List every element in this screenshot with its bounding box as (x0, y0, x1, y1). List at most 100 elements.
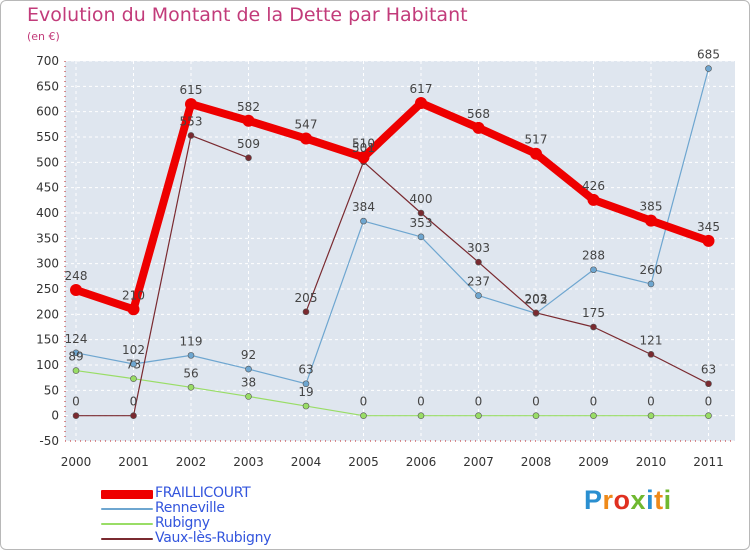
x-tick-label: 2011 (693, 455, 724, 469)
data-point (590, 266, 597, 274)
legend: FRAILLICOURT Renneville Rubigny Vaux-lès… (101, 485, 361, 546)
x-tick-label: 2007 (463, 455, 494, 469)
legend-swatch (101, 538, 153, 540)
data-point (417, 233, 425, 241)
data-label: 102 (122, 343, 145, 357)
legend-item-rubigny: Rubigny (101, 515, 361, 531)
data-label: 568 (467, 107, 490, 121)
data-point (302, 402, 310, 410)
series-line-vaux-l-s-rubigny (132, 134, 192, 417)
data-point (245, 393, 252, 400)
data-point (72, 412, 80, 419)
y-tick-label: -50 (39, 434, 59, 448)
y-tick-label: 100 (36, 358, 59, 372)
data-label: 617 (410, 82, 433, 96)
series-line-fraillicourt (302, 134, 368, 162)
data-point (475, 412, 482, 419)
data-label: 248 (65, 269, 88, 283)
data-label: 56 (183, 366, 198, 380)
series-line-fraillicourt (359, 99, 425, 162)
data-label: 38 (241, 375, 256, 389)
data-point (530, 147, 542, 160)
x-tick-label: 2004 (291, 455, 322, 469)
data-point (302, 308, 310, 316)
x-tick-label: 2010 (636, 455, 667, 469)
series-line-fraillicourt (532, 149, 598, 204)
logo-letter: P (584, 485, 603, 515)
data-label: 288 (582, 249, 605, 263)
legend-label: FRAILLICOURT (155, 485, 251, 501)
data-label: 19 (298, 385, 313, 399)
data-label: 0 (417, 395, 425, 409)
data-point (130, 360, 137, 368)
data-label: 0 (360, 395, 368, 409)
series-line-renneville (132, 354, 192, 365)
data-point (300, 132, 312, 145)
series-line-renneville (477, 294, 537, 314)
series-line-vaux-l-s-rubigny (190, 134, 250, 159)
data-point (302, 380, 310, 388)
data-label: 121 (640, 333, 663, 347)
data-point (590, 412, 597, 419)
data-label: 260 (640, 263, 663, 277)
y-tick-label: 500 (36, 155, 59, 169)
data-label: 0 (647, 395, 655, 409)
data-point (245, 365, 252, 373)
data-point (645, 214, 657, 227)
data-point (475, 292, 482, 299)
data-point (360, 412, 367, 419)
data-point (130, 412, 137, 419)
series-line-rubigny (305, 405, 365, 417)
x-tick-label: 2008 (521, 455, 552, 469)
data-label: 426 (582, 179, 605, 193)
data-point (187, 383, 195, 391)
data-label: 509 (237, 137, 260, 151)
data-point (187, 352, 195, 359)
data-label: 353 (410, 216, 433, 230)
data-point (72, 349, 80, 357)
y-tick-label: 700 (36, 54, 59, 68)
data-label: 384 (352, 200, 375, 214)
chart-unit-label: (en €) (27, 30, 60, 43)
data-point (532, 309, 540, 317)
x-tick-label: 2003 (233, 455, 264, 469)
logo-letter: x (630, 485, 647, 515)
data-point (127, 303, 140, 316)
data-point (357, 151, 370, 164)
legend-item-vaux-les-rubigny: Vaux-lès-Rubigny (101, 530, 361, 546)
data-point (702, 234, 715, 247)
legend-swatch (101, 508, 153, 510)
data-label: 210 (122, 288, 145, 302)
data-label: 175 (582, 306, 605, 320)
series-line-rubigny (247, 395, 307, 407)
series-line-renneville (190, 354, 250, 370)
data-point (647, 351, 655, 358)
series-line-fraillicourt (474, 123, 540, 158)
y-tick-label: 650 (36, 79, 59, 93)
data-label: 547 (295, 118, 318, 132)
x-tick-label: 2006 (406, 455, 437, 469)
data-point (185, 98, 197, 111)
y-tick-label: 550 (36, 130, 59, 144)
series-line-renneville (305, 220, 365, 385)
series-line-vaux-l-s-rubigny (477, 261, 537, 314)
data-label: 553 (180, 114, 203, 128)
y-tick-label: 400 (36, 206, 59, 220)
y-tick-label: 50 (44, 383, 59, 397)
data-label: 237 (467, 275, 490, 289)
series-line-vaux-l-s-rubigny (362, 161, 422, 214)
data-label: 517 (525, 133, 548, 147)
data-label: 0 (475, 395, 483, 409)
series-line-fraillicourt (72, 286, 138, 314)
data-point (415, 97, 427, 110)
data-point (130, 375, 137, 382)
series-line-renneville (75, 352, 135, 365)
data-label: 203 (525, 292, 548, 306)
data-label: 303 (467, 241, 490, 255)
series-line-vaux-l-s-rubigny (592, 326, 652, 355)
series-line-rubigny (132, 378, 192, 388)
series-line-renneville (535, 269, 595, 314)
data-point (532, 412, 540, 419)
data-point (647, 280, 655, 288)
